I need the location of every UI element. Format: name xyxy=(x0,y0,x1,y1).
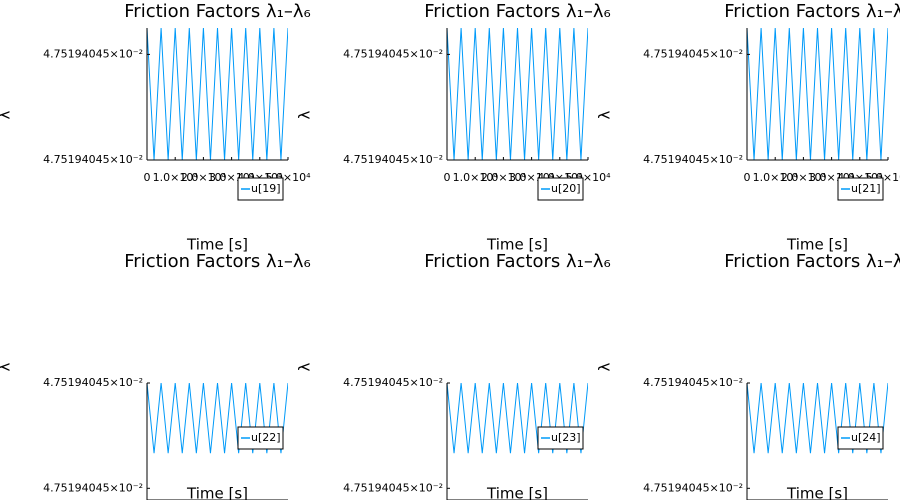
x-tick-label: 1.0×10⁴ xyxy=(453,171,499,184)
subplot: Friction Factors λ₁–λ₆ Time [s] λ 4.7519404… xyxy=(296,1,612,254)
y-axis-label: λ xyxy=(0,362,14,371)
x-tick-label: 0 xyxy=(144,171,151,184)
x-axis-label: Time [s] xyxy=(486,485,548,500)
x-tick-label: 1.0×10⁴ xyxy=(753,171,799,184)
subplot: Friction Factors λ₁–λ₆ Time [s] λ 4.7519404… xyxy=(296,251,611,500)
legend: u[23] xyxy=(537,426,584,450)
legend-label: u[21] xyxy=(851,182,881,195)
line-series xyxy=(147,28,288,160)
legend-box xyxy=(537,177,584,201)
chart-title: Friction Factors λ₁–λ₆ xyxy=(124,251,310,272)
chart-title: Friction Factors λ₁–λ₆ xyxy=(124,1,310,22)
legend: u[22] xyxy=(237,426,284,450)
legend-box xyxy=(237,177,284,201)
legend: u[24] xyxy=(837,426,884,450)
x-axis-label: Time [s] xyxy=(186,485,248,500)
x-axis-label: Time [s] xyxy=(786,236,848,254)
y-tick-label: 4.75194045×10⁻² xyxy=(43,481,143,494)
y-tick-label: 4.75194045×10⁻² xyxy=(43,153,143,166)
x-axis-label: Time [s] xyxy=(186,236,248,254)
legend-box xyxy=(837,426,884,450)
legend: u[20] xyxy=(537,177,584,201)
legend-label: u[24] xyxy=(851,431,881,444)
y-axis-label: λ xyxy=(296,110,314,119)
x-tick-label: 0 xyxy=(444,171,451,184)
subplot: Friction Factors λ₁–λ₆ Time [s] λ 4.7519404… xyxy=(596,1,900,254)
y-tick-label: 4.75194045×10⁻² xyxy=(343,153,443,166)
legend: u[19] xyxy=(237,177,284,201)
x-tick-label: 2.0×10⁴ xyxy=(481,171,527,184)
legend-label: u[23] xyxy=(551,431,581,444)
x-axis-label: Time [s] xyxy=(786,485,848,500)
y-tick-label: 4.75194045×10⁻² xyxy=(343,47,443,60)
y-tick-label: 4.75194045×10⁻² xyxy=(343,376,443,389)
x-tick-label: 0 xyxy=(744,171,751,184)
x-tick-label: 2.0×10⁴ xyxy=(181,171,227,184)
legend-box xyxy=(237,426,284,450)
y-axis-label: λ xyxy=(0,110,14,119)
chart-title: Friction Factors λ₁–λ₆ xyxy=(424,1,610,22)
subplot: Friction Factors λ₁–λ₆ Time [s] λ 4.7519404… xyxy=(0,1,311,254)
x-axis-label: Time [s] xyxy=(486,236,548,254)
y-tick-label: 4.75194045×10⁻² xyxy=(643,481,743,494)
legend-label: u[22] xyxy=(251,431,281,444)
y-axis-label: λ xyxy=(596,362,614,371)
y-tick-label: 4.75194045×10⁻² xyxy=(643,47,743,60)
line-series xyxy=(747,28,888,160)
series-group xyxy=(747,28,888,160)
x-tick-label: 1.0×10⁴ xyxy=(153,171,199,184)
legend-label: u[20] xyxy=(551,182,581,195)
y-axis-label: λ xyxy=(596,110,614,119)
legend: u[21] xyxy=(837,177,884,201)
series-group xyxy=(447,28,588,160)
y-tick-label: 4.75194045×10⁻² xyxy=(643,153,743,166)
x-tick-label: 2.0×10⁴ xyxy=(781,171,827,184)
y-tick-label: 4.75194045×10⁻² xyxy=(43,47,143,60)
legend-box xyxy=(837,177,884,201)
chart-title: Friction Factors λ₁–λ₆ xyxy=(424,251,610,272)
y-tick-label: 4.75194045×10⁻² xyxy=(343,481,443,494)
subplot: Friction Factors λ₁–λ₆ Time [s] λ 4.7519404… xyxy=(596,251,900,500)
subplot: Friction Factors λ₁–λ₆ Time [s] λ 4.7519404… xyxy=(0,251,311,500)
legend-label: u[19] xyxy=(251,182,281,195)
chart-title: Friction Factors λ₁–λ₆ xyxy=(724,1,900,22)
y-tick-label: 4.75194045×10⁻² xyxy=(43,376,143,389)
y-axis-label: λ xyxy=(296,362,314,371)
legend-box xyxy=(537,426,584,450)
chart-title: Friction Factors λ₁–λ₆ xyxy=(724,251,900,272)
y-tick-label: 4.75194045×10⁻² xyxy=(643,376,743,389)
line-series xyxy=(447,28,588,160)
series-group xyxy=(147,28,288,160)
